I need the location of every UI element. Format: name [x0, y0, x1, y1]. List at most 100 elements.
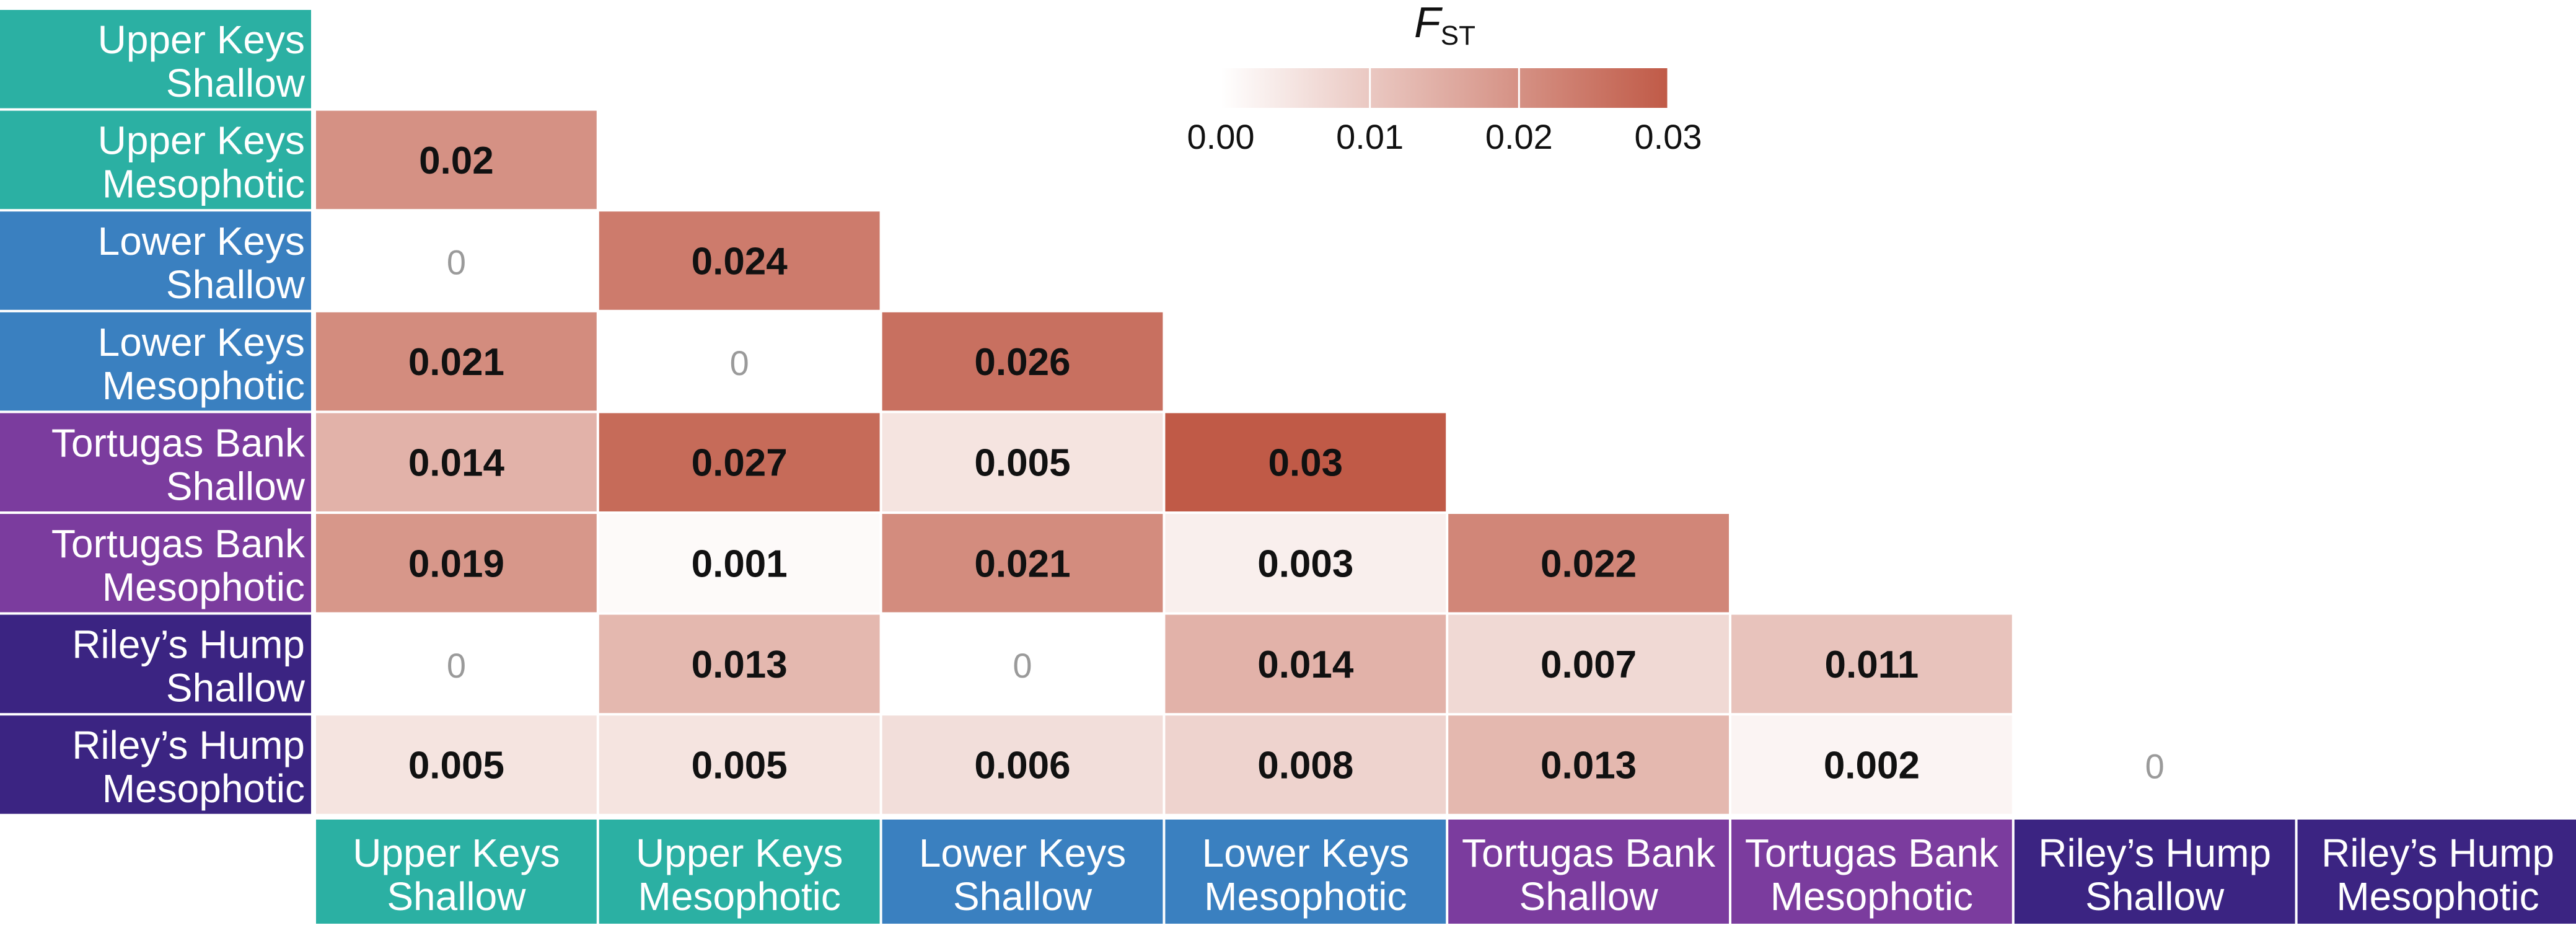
cell-value-label: 0.013 — [692, 643, 788, 686]
row-label-bg — [0, 312, 311, 411]
heatmap-cells: 0.02 0 0.024 0.021 0 0.026 0.014 0.027 0.005 0.03… — [316, 110, 2295, 814]
column-label: Upper Keys Shallow — [353, 831, 560, 919]
heatmap-cell — [599, 413, 880, 511]
cell-value-label: 0 — [2145, 747, 2165, 786]
heatmap-cell — [1165, 715, 1446, 814]
row-label: Tortugas Bank Shallow — [51, 420, 306, 508]
column-label: Tortugas Bank Mesophotic — [1745, 831, 1999, 919]
cell-value-label: 0 — [730, 343, 749, 382]
heatmap-cell — [1448, 614, 1729, 714]
row-label-bg — [0, 715, 311, 814]
heatmap-cell — [882, 413, 1163, 511]
heatmap-cell — [1448, 715, 1729, 814]
legend-tick-label: 0.01 — [1336, 117, 1404, 156]
cell-value-label: 0.005 — [692, 745, 788, 787]
column-label-bg — [1448, 820, 1729, 924]
row-label: Upper Keys Shallow — [98, 17, 306, 105]
row-label: Lower Keys Shallow — [98, 219, 306, 307]
heatmap-cell — [1731, 614, 2012, 714]
cell-value-label: 0.014 — [408, 442, 505, 485]
heatmap-cell — [1165, 614, 1446, 714]
cell-value-label: 0.014 — [1257, 643, 1354, 686]
cell-value-label: 0.024 — [692, 241, 788, 283]
cell-value-label: 0.021 — [974, 542, 1070, 585]
cell-value-label: 0.003 — [1257, 542, 1353, 585]
legend-tick-label: 0.02 — [1485, 117, 1553, 156]
column-label-bg — [2014, 820, 2295, 924]
cell-value-label: 0.02 — [419, 139, 494, 182]
cell-value-label: 0.001 — [692, 542, 788, 585]
heatmap-cell — [882, 514, 1163, 612]
column-label-bg — [599, 820, 880, 924]
row-label: Upper Keys Mesophotic — [98, 118, 305, 206]
legend-ticks: 0.00 0.01 0.02 0.03 — [1187, 68, 1702, 156]
heatmap-cell — [882, 614, 1163, 714]
cell-value-label: 0.013 — [1541, 745, 1637, 787]
cell-value-label: 0.002 — [1824, 745, 1920, 787]
cell-value-label: 0.008 — [1257, 745, 1353, 787]
row-label-bg — [0, 413, 311, 511]
cell-value-label: 0.006 — [974, 745, 1070, 787]
heatmap-cell — [2014, 715, 2295, 814]
heatmap-cell — [882, 715, 1163, 814]
column-label: Tortugas Bank Shallow — [1462, 831, 1716, 919]
column-label: Riley’s Hump Mesophotic — [2321, 831, 2554, 919]
row-label-bg — [0, 110, 311, 210]
heatmap-cell — [316, 614, 597, 714]
column-label-bg — [882, 820, 1163, 924]
cell-value-label: 0 — [447, 243, 466, 282]
heatmap-cell — [316, 514, 597, 612]
heatmap-cell — [599, 715, 880, 814]
cell-value-label: 0.021 — [408, 341, 504, 384]
column-label: Lower Keys Shallow — [919, 831, 1126, 919]
cell-value-label: 0 — [1013, 646, 1032, 685]
legend-tick-label: 0.00 — [1187, 117, 1255, 156]
heatmap-cell — [599, 514, 880, 612]
column-label-bg — [2297, 820, 2576, 924]
cell-value-label: 0.007 — [1541, 643, 1637, 686]
column-label-bg — [1731, 820, 2012, 924]
heatmap-cell — [316, 110, 597, 210]
heatmap-cell — [316, 413, 597, 511]
legend-tick-label: 0.03 — [1635, 117, 1702, 156]
heatmap-cell — [882, 312, 1163, 411]
heatmap-cell — [1165, 413, 1446, 511]
column-label: Lower Keys Mesophotic — [1202, 831, 1409, 919]
heatmap-cell — [599, 312, 880, 411]
column-labels: Upper Keys Shallow Upper Keys Mesophotic Low… — [316, 820, 2576, 924]
cell-value-label: 0.019 — [408, 542, 504, 585]
row-label-bg — [0, 514, 311, 612]
row-label-bg — [0, 614, 311, 714]
column-label: Upper Keys Mesophotic — [636, 831, 843, 919]
heatmap-cell — [316, 312, 597, 411]
legend-color-bar — [1221, 68, 1668, 108]
heatmap-cell — [316, 715, 597, 814]
row-labels: Upper Keys Shallow Upper Keys Mesophotic Low… — [0, 10, 311, 814]
row-label: Tortugas Bank Mesophotic — [51, 521, 306, 609]
cell-value-label: 0.011 — [1825, 643, 1919, 686]
column-label: Riley’s Hump Shallow — [2038, 831, 2271, 919]
heatmap-cell — [599, 614, 880, 714]
row-label: Riley’s Hump Mesophotic — [72, 723, 305, 811]
legend-title: FST — [1414, 0, 1475, 51]
column-label-bg — [316, 820, 597, 924]
heatmap-cell — [1165, 514, 1446, 612]
cell-value-label: 0.027 — [692, 442, 788, 485]
heatmap-cell — [1731, 715, 2012, 814]
heatmap-cell — [316, 211, 597, 310]
cell-value-label: 0 — [447, 646, 466, 685]
column-label-bg — [1165, 820, 1446, 924]
cell-value-label: 0.005 — [974, 442, 1070, 485]
row-label: Lower Keys Mesophotic — [98, 320, 305, 408]
row-label-bg — [0, 10, 311, 108]
cell-value-label: 0.026 — [974, 341, 1070, 384]
row-label-bg — [0, 211, 311, 310]
cell-value-label: 0.022 — [1541, 542, 1637, 585]
cell-value-label: 0.03 — [1268, 442, 1343, 485]
heatmap-cell — [1448, 514, 1729, 612]
row-label: Riley’s Hump Shallow — [72, 622, 306, 710]
cell-value-label: 0.005 — [408, 745, 504, 787]
heatmap-cell — [599, 211, 880, 310]
color-legend: FST 0.00 0.01 0.02 0.03 — [1187, 0, 1702, 156]
